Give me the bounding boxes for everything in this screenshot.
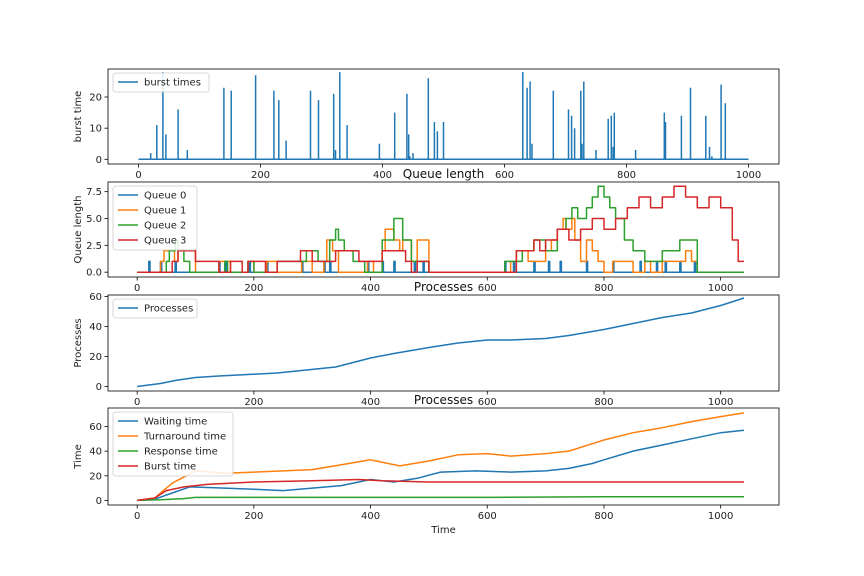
x-tick-label: 200 [251,170,270,181]
y-axis-label: Processes [73,318,84,367]
y-tick-label: 60 [89,422,102,433]
x-tick-label: 600 [495,170,514,181]
axes-frame [107,181,780,278]
x-tick-label: 1000 [708,511,733,522]
y-axis-label: Time [73,444,84,469]
legend-entry: Queue 2 [144,221,186,232]
x-tick-label: 1000 [736,170,761,181]
x-tick-label: 400 [361,511,380,522]
y-tick-label: 40 [89,322,102,333]
legend-box [112,298,198,319]
legend-entry: Burst time [144,462,196,473]
x-tick-label: 400 [361,397,380,408]
y-tick-label: 2.5 [86,241,102,252]
chart-panel-0: 0 200 400 600 800 1000 0 10 20 burst time burst ti… [73,68,780,181]
y-tick-label: 20 [89,352,102,363]
chart-panel-2: 0 200 400 600 800 1000 0 20 40 60 Processes Process… [73,280,780,408]
x-tick-label: 600 [478,397,497,408]
chart-title: Processes [414,393,473,407]
series-line-3-0 [137,429,745,502]
legend-box [112,72,210,93]
y-tick-label: 20 [89,471,102,482]
x-axis-label: Time [430,525,455,536]
chart-panel-3: 0 200 400 600 800 1000 0 20 40 60 Time Time Processe… [73,393,780,536]
x-tick-label: 400 [373,170,392,181]
series-line-2-0 [137,297,745,388]
x-tick-label: 200 [244,511,263,522]
x-tick-label: 1000 [708,397,733,408]
legend-entry: Waiting time [144,417,207,428]
series-line-1-3 [137,185,744,273]
y-tick-label: 10 [89,124,102,135]
y-tick-label: 40 [89,447,102,458]
legend-entry: Response time [144,447,218,458]
legend-entry: Queue 0 [144,191,186,202]
x-tick-label: 0 [134,283,140,294]
series-line-3-2 [137,495,744,502]
y-tick-label: 5.0 [86,214,102,225]
chart-title: Processes [414,280,473,294]
y-tick-label: 20 [89,93,102,104]
x-tick-label: 600 [478,511,497,522]
x-tick-label: 1000 [708,283,733,294]
x-tick-label: 0 [134,397,140,408]
chart-title: Queue length [403,167,485,181]
legend-entry: Queue 1 [144,206,186,217]
y-tick-label: 0 [96,496,102,507]
x-tick-label: 200 [244,397,263,408]
legend-entry: Processes [144,304,193,315]
y-axis-label: burst time [73,91,84,143]
y-tick-label: 7.5 [86,187,102,198]
legend-entry: Queue 3 [144,236,186,247]
legend-box [112,411,234,477]
axes-frame [107,407,780,506]
x-tick-label: 800 [594,511,613,522]
x-tick-label: 800 [617,170,636,181]
x-tick-label: 600 [478,283,497,294]
axes-frame [107,294,780,392]
legend-box [112,185,198,251]
series-line-1-2 [137,185,744,273]
y-tick-label: 0 [96,382,102,393]
x-tick-label: 200 [244,283,263,294]
series-line-3-3 [137,478,744,502]
y-axis-label: Queue length [73,196,84,264]
legend-entry: Turnaround time [143,432,226,443]
x-tick-label: 800 [594,283,613,294]
x-tick-label: 400 [361,283,380,294]
x-tick-label: 0 [134,511,140,522]
axes-frame [107,68,780,165]
series-line-0-0 [138,72,749,161]
y-tick-label: 0.0 [86,268,102,279]
y-tick-label: 0 [96,155,102,166]
y-tick-label: 60 [89,292,102,303]
legend-entry: burst times [144,78,201,89]
x-tick-label: 800 [594,397,613,408]
x-tick-label: 0 [135,170,141,181]
